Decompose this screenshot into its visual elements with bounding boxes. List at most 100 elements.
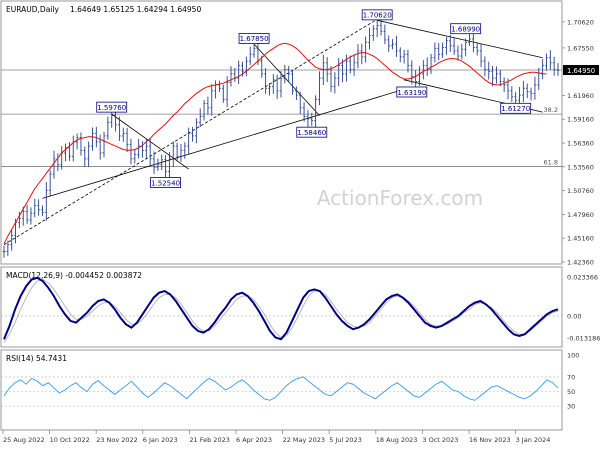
swing-label-text-0: 1.59760	[97, 104, 126, 112]
rsi-tick-1: 70	[567, 373, 575, 381]
date-label-1: 10 Oct 2022	[50, 436, 90, 444]
price-bar-49	[191, 126, 194, 142]
swing-label-7: 1.61270	[500, 102, 532, 114]
channel-top	[377, 19, 543, 59]
rsi-label: RSI(14) 54.7431	[6, 354, 67, 363]
swing-label-6: 1.68990	[450, 23, 482, 35]
price-bar-140	[541, 59, 544, 80]
price-bar-144	[556, 63, 560, 76]
price-bar-65	[252, 44, 256, 58]
price-bar-57	[221, 84, 225, 103]
price-bar-122	[472, 32, 475, 53]
price-bar-28	[110, 111, 114, 128]
price-bar-21	[83, 146, 87, 167]
rsi-tick-3: 30	[567, 403, 575, 411]
price-bar-99	[383, 24, 387, 45]
price-bar-24	[95, 126, 98, 148]
price-bar-138	[533, 76, 537, 100]
watermark: ActionForex.com	[317, 186, 483, 210]
price-bar-45	[175, 142, 179, 162]
price-bar-38	[148, 137, 152, 167]
price-bar-68	[264, 68, 267, 94]
price-bar-52	[202, 100, 206, 121]
price-bar-113	[437, 42, 441, 61]
price-bar-50	[195, 118, 198, 144]
price-bar-137	[529, 87, 533, 101]
price-bar-9	[37, 199, 40, 216]
price-bar-0	[2, 245, 6, 258]
price-bar-104	[402, 49, 406, 64]
price-bar-139	[537, 67, 541, 91]
price-bar-48	[187, 127, 190, 154]
price-bar-101	[391, 39, 394, 50]
price-bar-97	[375, 19, 379, 38]
price-bar-2	[10, 229, 13, 251]
price-bar-19	[75, 133, 79, 150]
price-bar-7	[29, 207, 33, 225]
price-bar-12	[48, 170, 52, 196]
price-bar-111	[429, 53, 433, 74]
chart-title: EURAUD,Daily	[6, 5, 59, 14]
price-bar-119	[460, 43, 464, 60]
price-bar-53	[206, 96, 210, 115]
price-bar-116	[448, 34, 452, 53]
price-bar-90	[348, 55, 352, 74]
macd-signal-line	[3, 279, 559, 343]
date-label-8: 18 Aug 2023	[376, 436, 418, 444]
price-bar-31	[121, 127, 125, 142]
date-label-11: 3 Jan 2024	[516, 436, 551, 444]
ohlc-readout: 1.64649 1.65125 1.64294 1.64950	[70, 5, 201, 14]
swing-label-text-6: 1.68990	[451, 26, 480, 34]
macd-tick-1: 0.00	[567, 312, 581, 320]
date-label-5: 6 Apr 2023	[236, 436, 272, 444]
price-bar-115	[445, 37, 448, 55]
current-price-tag: 1.64950	[563, 65, 599, 76]
price-bar-73	[283, 64, 287, 84]
falling-trendline-2	[253, 43, 320, 116]
price-panel: 38.2 61.8 1.59760 1.52540 1.67850 1.58460 1.70…	[1, 9, 562, 258]
price-bar-75	[291, 70, 294, 95]
macd-panel	[1, 276, 562, 343]
price-bar-135	[522, 80, 525, 103]
swing-label-text-5: 1.63190	[397, 89, 426, 97]
price-tick-0: 1.70620	[567, 18, 594, 26]
price-bar-67	[260, 55, 264, 78]
price-bar-55	[214, 80, 217, 99]
price-bar-42	[164, 155, 167, 177]
date-label-7: 5 Jul 2023	[329, 436, 362, 444]
price-tick-9: 1.45160	[567, 235, 594, 243]
price-tick-1: 1.67550	[567, 44, 594, 52]
date-label-10: 16 Nov 2023	[469, 436, 511, 444]
level-label-0: 38.2	[544, 106, 558, 114]
price-bar-16	[64, 143, 67, 162]
price-bar-98	[379, 18, 383, 36]
price-bar-130	[502, 77, 506, 92]
price-bar-56	[218, 80, 221, 92]
rsi-tick-2: 50	[567, 388, 575, 396]
price-bar-32	[125, 127, 129, 153]
price-bar-112	[433, 42, 437, 63]
price-bar-133	[514, 91, 517, 105]
price-bar-100	[387, 35, 391, 52]
price-bar-103	[398, 47, 402, 63]
price-bar-105	[406, 49, 410, 73]
price-bar-96	[372, 25, 375, 41]
swing-label-text-7: 1.61270	[501, 105, 530, 113]
price-bar-35	[137, 138, 140, 159]
price-bar-129	[498, 70, 502, 86]
price-bar-34	[133, 149, 137, 164]
price-bar-85	[329, 65, 333, 93]
macd-label: MACD(12,26,9) -0.004452 0.003872	[6, 271, 142, 280]
price-bar-82	[318, 71, 321, 106]
price-bar-20	[79, 132, 83, 156]
price-tick-4: 1.59160	[567, 116, 594, 124]
price-bar-94	[364, 36, 367, 63]
price-bar-27	[106, 116, 110, 140]
swing-label-text-3: 1.58460	[297, 129, 326, 137]
price-bar-106	[410, 60, 414, 85]
price-bar-4	[18, 211, 21, 229]
price-bar-118	[456, 45, 460, 61]
axes: 1.70620 1.67550 1.64950 1.61960 1.59160 1.563…	[2, 18, 600, 444]
price-bar-6	[25, 204, 29, 224]
price-bar-95	[368, 27, 371, 50]
